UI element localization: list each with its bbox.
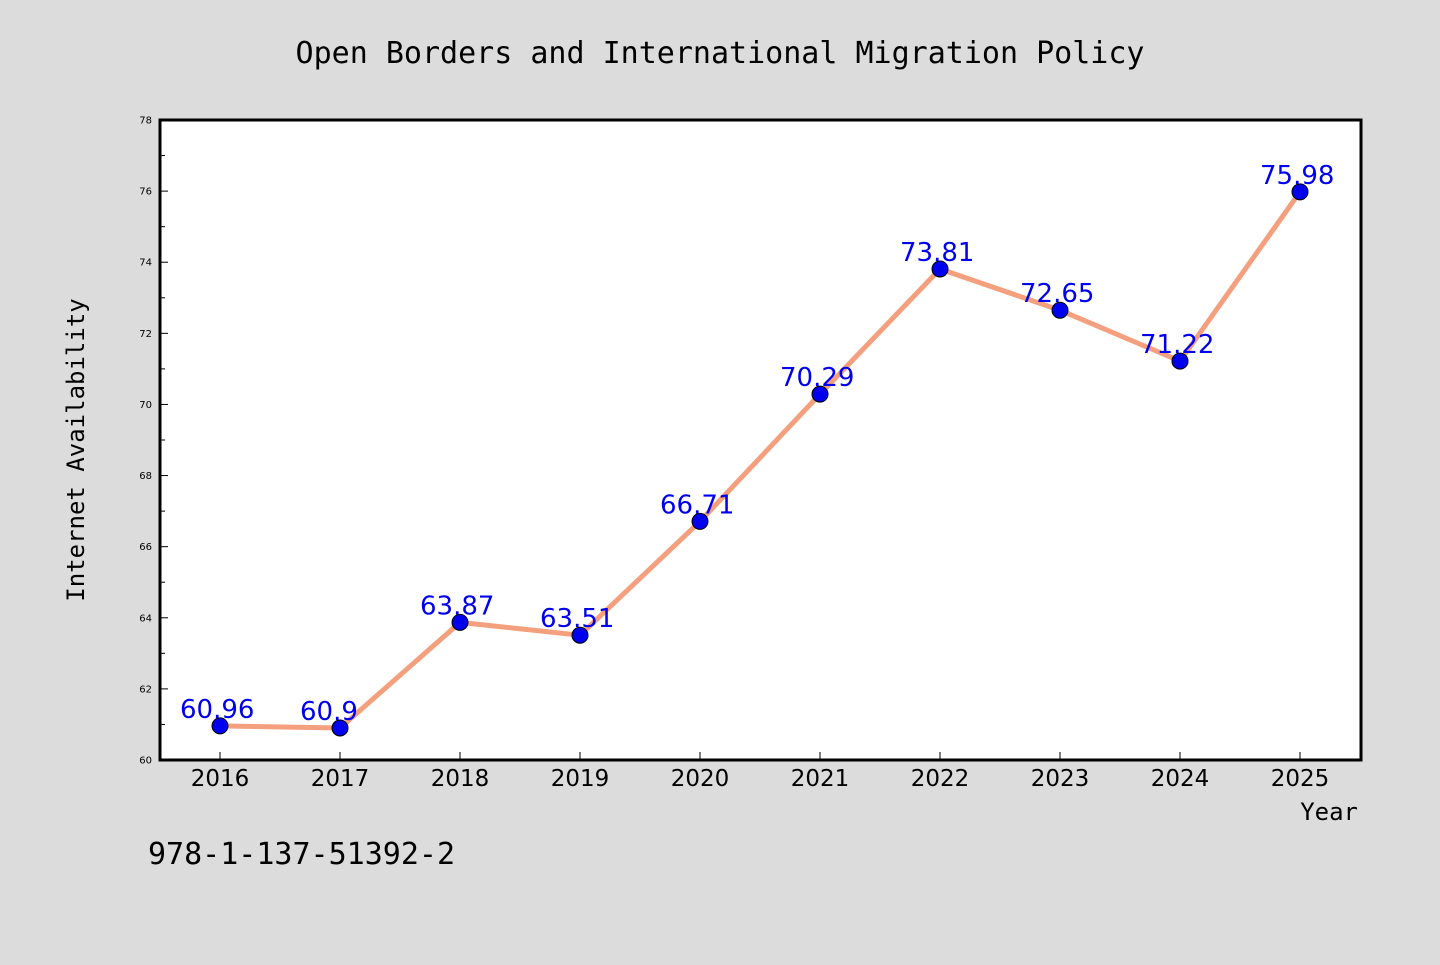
- data-label: 63.51: [540, 604, 614, 634]
- data-label: 71.22: [1140, 330, 1214, 360]
- y-tick-label: 74: [139, 258, 152, 269]
- data-label: 60.9: [300, 697, 358, 727]
- x-tick-label: 2019: [551, 766, 610, 792]
- x-tick-label: 2021: [791, 766, 850, 792]
- series-line: [217, 189, 1303, 731]
- data-point: [211, 717, 229, 735]
- data-label: 63.87: [420, 591, 494, 621]
- data-point: [691, 512, 709, 530]
- x-tick-label: 2020: [671, 766, 730, 792]
- data-point: [1051, 301, 1069, 319]
- y-tick-label: 68: [139, 471, 152, 482]
- x-axis-label: Year: [1300, 798, 1358, 826]
- data-point: [331, 719, 349, 737]
- y-tick-label: 62: [139, 684, 152, 695]
- data-point: [1171, 352, 1189, 370]
- data-label: 75.98: [1260, 161, 1334, 191]
- x-tick-label: 2022: [911, 766, 970, 792]
- x-tick-label: 2017: [311, 766, 370, 792]
- data-point: [1291, 183, 1309, 201]
- x-tick-label: 2023: [1031, 766, 1090, 792]
- x-axis-ticks: 2016 2017 2018 2019 2020 2021 2022 2023 2024 2025: [191, 752, 1330, 792]
- y-tick-label: 78: [139, 116, 152, 127]
- data-label: 60.96: [180, 695, 254, 725]
- y-axis-ticks: 60 62 64 66 68 70 72 74 76 78: [139, 116, 168, 767]
- y-tick-label: 70: [139, 400, 152, 411]
- y-tick-label: 76: [139, 187, 152, 198]
- y-tick-label: 60: [139, 756, 152, 767]
- data-label: 72.65: [1020, 279, 1094, 309]
- data-point: [451, 613, 469, 631]
- chart-title: Open Borders and International Migration…: [296, 36, 1145, 71]
- data-point: [811, 385, 829, 403]
- data-label: 73.81: [900, 238, 974, 268]
- y-axis-label: Internet Availability: [62, 298, 90, 601]
- data-point: [571, 626, 589, 644]
- series-layer: 60.96 60.9 63.87 63.51 66.71 70.29 73.81 72.65 7…: [180, 161, 1334, 737]
- y-tick-label: 72: [139, 329, 152, 340]
- x-tick-label: 2024: [1151, 766, 1210, 792]
- y-tick-label: 66: [139, 542, 152, 553]
- footer-text: 978-1-137-51392-2: [148, 837, 455, 872]
- x-tick-label: 2018: [431, 766, 490, 792]
- data-label: 66.71: [660, 490, 734, 520]
- x-tick-label: 2016: [191, 766, 250, 792]
- plot-area: [158, 118, 1363, 762]
- data-label: 70.29: [780, 363, 854, 393]
- x-tick-label: 2025: [1271, 766, 1330, 792]
- y-tick-label: 64: [139, 613, 152, 624]
- data-point: [931, 260, 949, 278]
